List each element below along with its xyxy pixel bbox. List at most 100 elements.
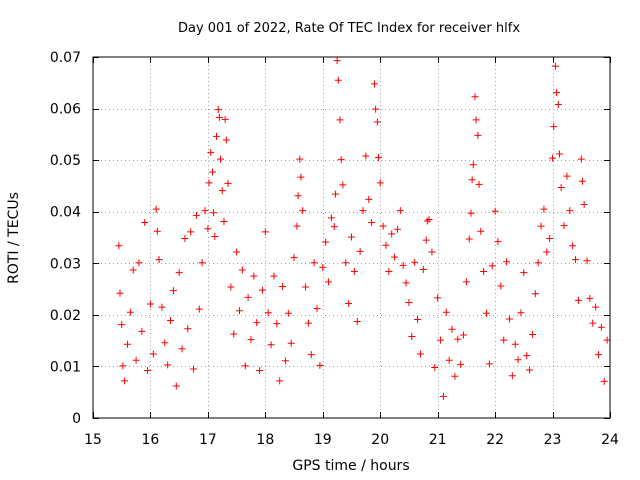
data-point [385, 268, 393, 276]
data-point [253, 319, 261, 327]
x-tick-label: 20 [371, 432, 389, 448]
data-point [423, 217, 431, 225]
data-point [118, 321, 126, 329]
data-point [235, 307, 243, 315]
data-point [144, 367, 152, 375]
data-point [126, 308, 134, 316]
data-point [116, 289, 124, 297]
data-point [554, 100, 562, 108]
data-point [293, 222, 301, 230]
data-point [574, 296, 582, 304]
data-point [339, 181, 347, 189]
data-point [241, 362, 249, 370]
data-point [267, 341, 275, 349]
data-point [238, 266, 246, 274]
data-point [467, 209, 475, 217]
data-point [217, 155, 225, 163]
axis-ticks [93, 57, 611, 419]
data-point [491, 207, 499, 215]
data-point [468, 176, 476, 184]
data-point [583, 257, 591, 265]
data-point [227, 283, 235, 291]
data-point [393, 225, 401, 233]
data-point [184, 325, 192, 333]
y-axis-label: ROTI / TECUs [6, 192, 22, 284]
data-point [334, 76, 342, 84]
data-point [333, 57, 341, 65]
data-point [391, 253, 399, 261]
data-point [405, 298, 413, 306]
data-point [534, 259, 542, 267]
data-point [373, 118, 381, 126]
data-point [482, 309, 490, 317]
data-point [537, 222, 545, 230]
y-tick-label: 0 [72, 411, 81, 427]
data-point [244, 293, 252, 301]
data-point [408, 333, 416, 341]
data-point [149, 350, 157, 358]
data-point [469, 161, 477, 169]
data-point [528, 330, 536, 338]
data-point [442, 308, 450, 316]
data-point [480, 268, 488, 276]
x-tick-label: 17 [199, 432, 217, 448]
data-point [313, 305, 321, 313]
data-point [146, 300, 154, 308]
x-tick-label: 16 [142, 432, 160, 448]
data-point [190, 365, 198, 373]
data-point [485, 360, 493, 368]
data-point [505, 315, 513, 323]
data-point [399, 261, 407, 269]
data-point [437, 336, 445, 344]
data-point [296, 155, 304, 163]
data-point [592, 303, 600, 311]
data-point [247, 336, 255, 344]
data-point [550, 123, 558, 131]
data-point [123, 340, 131, 348]
data-point [230, 330, 238, 338]
data-point [411, 258, 419, 266]
data-point [181, 235, 189, 243]
data-point [224, 179, 232, 187]
data-point [517, 309, 525, 317]
data-point [342, 259, 350, 267]
data-point [520, 269, 528, 277]
data-point [204, 225, 212, 233]
data-point [586, 294, 594, 302]
data-point [543, 248, 551, 256]
data-point [474, 131, 482, 139]
data-point [365, 195, 373, 203]
data-point [141, 219, 149, 227]
x-tick-label: 22 [486, 432, 504, 448]
data-point [362, 152, 370, 160]
y-tick-label: 0.02 [50, 308, 81, 324]
data-point [316, 361, 324, 369]
data-point [454, 335, 462, 343]
data-point [457, 360, 465, 368]
data-point [508, 372, 516, 380]
data-point [304, 319, 312, 327]
data-point [462, 278, 470, 286]
data-point [526, 366, 534, 374]
data-point [210, 209, 218, 217]
data-point [310, 259, 318, 267]
data-point [428, 248, 436, 256]
data-point [514, 356, 522, 364]
data-point [600, 377, 608, 385]
x-tick-label: 15 [84, 432, 102, 448]
data-point [195, 305, 203, 313]
data-point [597, 323, 605, 331]
data-point [270, 272, 278, 280]
data-point [434, 294, 442, 302]
data-point [276, 377, 284, 385]
data-point [319, 263, 327, 271]
data-point [152, 205, 160, 213]
data-point [138, 327, 146, 335]
data-point [322, 238, 330, 246]
data-point [372, 105, 380, 113]
y-tick-labels: 0 0.01 0.02 0.03 0.04 0.05 0.06 0.07 [50, 50, 81, 427]
data-point [279, 282, 287, 290]
y-tick-label: 0.05 [50, 153, 81, 169]
data-point [451, 372, 459, 380]
